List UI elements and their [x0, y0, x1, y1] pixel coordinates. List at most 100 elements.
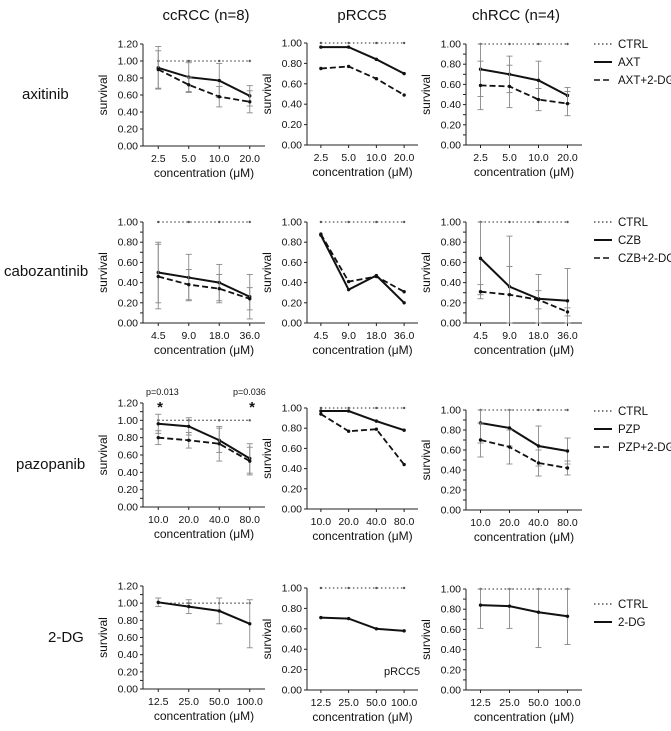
data-point-axt — [346, 45, 351, 49]
legend-1: CTRL CZB CZB+2-DG — [594, 217, 671, 265]
data-point-ctrl — [319, 406, 323, 410]
x-tick-label: 10.0 — [148, 514, 169, 526]
series-line-pzp — [320, 410, 405, 432]
y-tick-label: 0.80 — [441, 604, 462, 616]
legend-2: CTRL PZP PZP+2-DG — [594, 406, 671, 454]
x-tick-label: 18.0 — [528, 330, 549, 342]
y-tick-label: 0.20 — [118, 666, 139, 678]
x-tick-label: 100.0 — [554, 697, 580, 709]
y-tick-label: 0.80 — [282, 58, 303, 70]
y-tick-label: 0.80 — [118, 615, 139, 627]
x-tick-label: 4.5 — [314, 330, 329, 342]
data-point-pzp-2-dg — [346, 429, 351, 433]
x-axis-label: concentration (μM) — [312, 165, 412, 179]
y-tick-label: 0.00 — [118, 502, 139, 514]
data-point-czb-2-dg — [565, 310, 570, 314]
data-point-ctrl — [402, 41, 406, 45]
y-tick-label: 0.20 — [441, 664, 462, 676]
data-point-ctrl — [347, 406, 350, 410]
x-tick-label: 20.0 — [557, 152, 578, 164]
data-point-czb-2-dg — [319, 232, 323, 236]
y-tick-label: 0.40 — [118, 467, 139, 479]
series-line-pzp-2-dg — [158, 436, 251, 462]
x-tick-label: 25.0 — [499, 697, 520, 709]
series-line-axt-2-dg — [480, 84, 568, 105]
data-point-pzp-2-dg — [374, 427, 379, 431]
y-tick-label: 1.00 — [118, 598, 139, 610]
x-axis-label: concentration (μM) — [154, 527, 254, 541]
y-tick-label: 1.20 — [118, 398, 139, 410]
y-tick-label: 0.00 — [118, 318, 139, 330]
data-point-ctrl — [508, 42, 511, 46]
y-tick-label: 0.80 — [441, 237, 462, 249]
x-tick-label: 18.0 — [209, 330, 230, 342]
x-tick-label: 4.5 — [473, 330, 488, 342]
x-tick-label: 36.0 — [394, 330, 415, 342]
chart-panel-2-0: 0.00 0.20 0.40 0.60 0.80 1.00 1.20 10.0 20.0 40.0… — [96, 398, 265, 541]
y-tick-label: 0.80 — [118, 73, 139, 85]
data-point-axt-2-dg — [217, 95, 221, 99]
x-axis-label: concentration (μM) — [154, 166, 254, 180]
chart-panel-1-2: 0.00 0.20 0.40 0.60 0.80 1.00 4.5 9.0 18.0 36.0co… — [419, 217, 582, 357]
series-line-pzp-2-dg — [480, 439, 568, 469]
data-point-pzp-2-dg — [507, 445, 512, 449]
y-tick-label: 0.40 — [118, 649, 139, 661]
y-axis-label: survival — [260, 252, 274, 293]
x-axis-label: concentration (μM) — [474, 343, 574, 357]
data-point-axt — [402, 71, 406, 76]
legend-0: CTRL AXT AXT+2-DG — [594, 39, 671, 87]
y-tick-label: 1.00 — [282, 583, 303, 595]
y-tick-label: 0.20 — [282, 297, 303, 309]
data-point-czb-2-dg — [374, 274, 379, 279]
x-tick-label: 40.0 — [209, 514, 230, 526]
y-tick-label: 0.20 — [282, 664, 303, 676]
data-point-ctrl — [248, 59, 251, 63]
y-tick-label: 0.80 — [282, 603, 303, 615]
x-tick-label: 20.0 — [499, 517, 520, 529]
y-tick-label: 0.20 — [118, 124, 139, 136]
y-tick-label: 1.00 — [118, 217, 139, 229]
x-tick-label: 5.0 — [181, 153, 196, 165]
data-point-axt — [374, 57, 379, 62]
y-tick-label: 1.20 — [118, 581, 139, 593]
data-point-pzp-2-dg — [187, 438, 191, 442]
y-tick-label: 0.20 — [441, 119, 462, 131]
x-tick-label: 10.0 — [366, 152, 387, 164]
data-point-axt-2-dg — [156, 67, 160, 72]
x-axis-label: concentration (μM) — [474, 165, 574, 179]
significance-star-2: * — [249, 399, 255, 416]
y-tick-label: 0.60 — [118, 90, 139, 102]
y-tick-label: 0.60 — [441, 79, 462, 91]
y-tick-label: 0.40 — [282, 644, 303, 656]
data-point-ctrl — [347, 41, 350, 45]
x-tick-label: 12.5 — [470, 697, 491, 709]
data-point-pzp — [156, 422, 160, 426]
legend-label: CZB+2-DG — [618, 253, 671, 265]
y-tick-label: 0.80 — [282, 423, 303, 435]
data-point-pzp — [187, 424, 191, 429]
data-point-2-dg — [402, 629, 406, 633]
data-point-axt-2-dg — [507, 84, 512, 89]
data-point-ctrl — [187, 59, 190, 63]
y-tick-label: 0.20 — [118, 484, 139, 496]
data-point-pzp-2-dg — [217, 442, 221, 446]
y-tick-label: 0.40 — [118, 107, 139, 119]
y-tick-label: 1.00 — [282, 38, 303, 50]
y-tick-label: 0.60 — [282, 78, 303, 90]
data-point-ctrl — [347, 586, 350, 590]
data-point-2-dg — [346, 616, 351, 621]
data-point-ctrl — [248, 419, 251, 422]
data-point-ctrl — [218, 59, 221, 63]
column-title-chrcc: chRCC (n=4) — [472, 7, 560, 24]
y-tick-label: 0.20 — [282, 119, 303, 131]
data-point-ctrl — [508, 220, 511, 224]
y-tick-label: 0.40 — [282, 463, 303, 475]
data-point-axt — [319, 45, 323, 49]
data-point-pzp-2-dg — [248, 459, 252, 463]
data-point-2-dg — [536, 610, 541, 614]
x-tick-label: 25.0 — [338, 697, 359, 709]
data-point-axt-2-dg — [248, 100, 252, 104]
data-point-axt-2-dg — [374, 77, 379, 81]
x-tick-label: 2.5 — [151, 153, 166, 165]
